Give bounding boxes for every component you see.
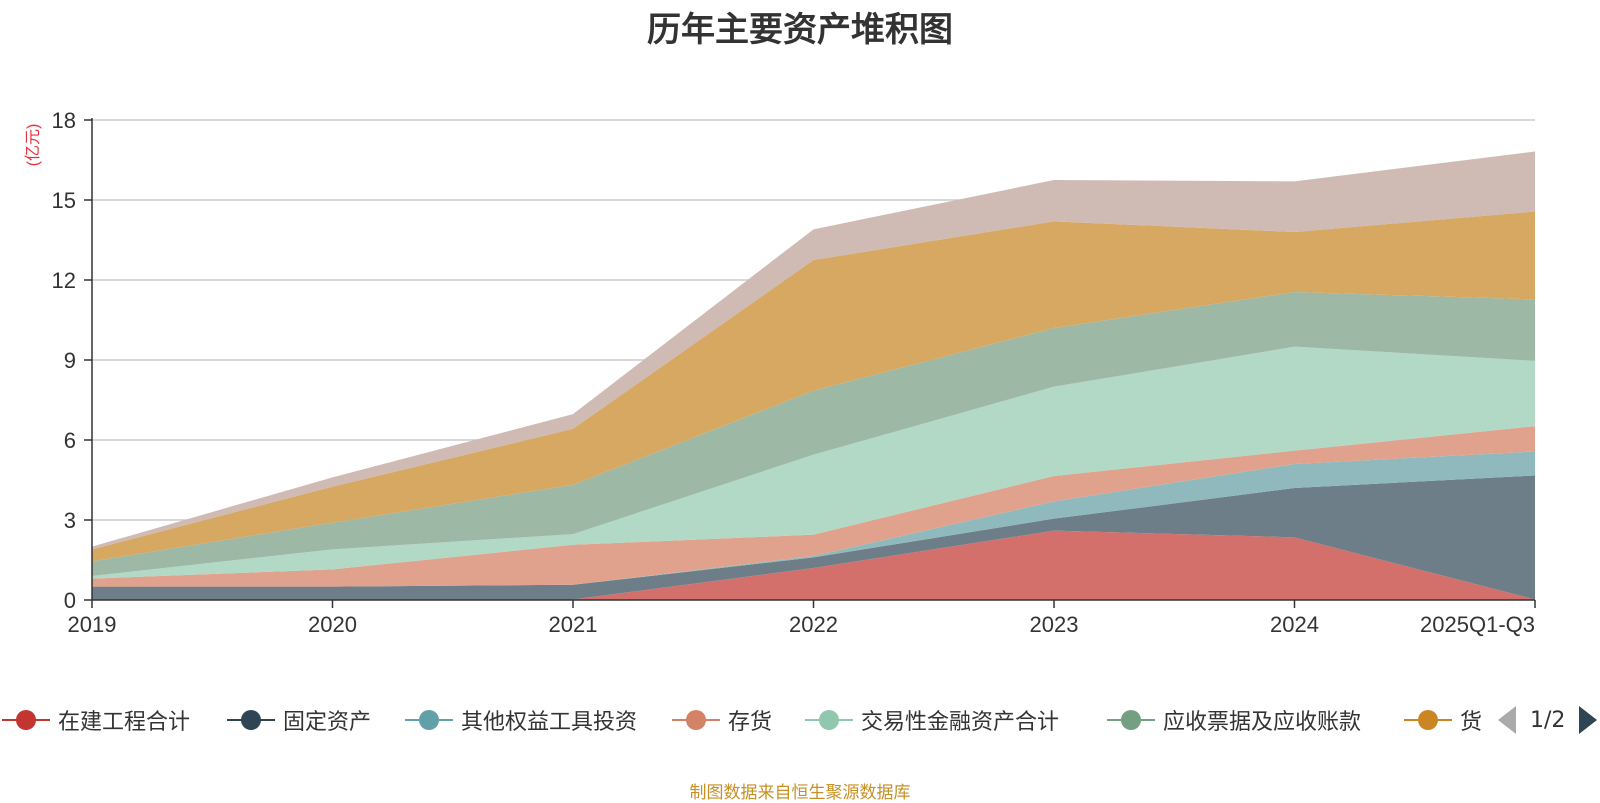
legend-item-4[interactable]: 交易性金融资产合计 xyxy=(805,700,1059,740)
legend-label: 应收票据及应收账款 xyxy=(1163,710,1362,735)
y-tick-label: 9 xyxy=(64,348,76,373)
y-axis-unit-label: (亿元) xyxy=(24,124,42,167)
legend-label: 交易性金融资产合计 xyxy=(861,710,1060,735)
legend-marker-icon xyxy=(227,700,275,740)
area-series xyxy=(92,151,1535,600)
source-note: 制图数据来自恒生聚源数据库 xyxy=(689,783,911,803)
legend-marker-icon xyxy=(2,700,50,740)
legend-marker-icon xyxy=(1107,700,1155,740)
legend-label: 固定资产 xyxy=(283,710,372,735)
legend-marker-icon xyxy=(1404,700,1452,740)
legend-marker-icon xyxy=(405,700,453,740)
x-tick-label: 2024 xyxy=(1270,612,1319,637)
y-tick-label: 0 xyxy=(64,588,76,613)
legend-prev-page-icon[interactable] xyxy=(1498,706,1516,734)
legend-pager: 1/2 xyxy=(1498,700,1598,740)
y-tick-label: 18 xyxy=(52,108,76,133)
y-tick-label: 12 xyxy=(52,268,76,293)
legend-next-page-icon[interactable] xyxy=(1579,706,1598,734)
area-series-other[interactable] xyxy=(92,151,1535,550)
legend-item-0[interactable]: 在建工程合计 xyxy=(2,700,190,740)
legend-label: 货 xyxy=(1460,710,1483,735)
area-series-1[interactable] xyxy=(92,475,1535,600)
area-series-3[interactable] xyxy=(92,426,1535,587)
chart-title: 历年主要资产堆积图 xyxy=(647,10,953,50)
legend-item-1[interactable]: 固定资产 xyxy=(227,700,371,740)
area-series-5[interactable] xyxy=(92,292,1535,576)
axes: 0 3 6 9 12 15 18 2019 2020 2021 2022 2023 2024 2025Q1… xyxy=(52,108,1536,637)
y-tick-label: 3 xyxy=(64,508,76,533)
legend-label: 在建工程合计 xyxy=(58,710,191,735)
x-tick-label: 2019 xyxy=(68,612,117,637)
legend-item-3[interactable]: 存货 xyxy=(672,700,772,740)
legend-label: 其他权益工具投资 xyxy=(461,710,638,735)
x-tick-label: 2021 xyxy=(549,612,598,637)
x-tick-label: 2020 xyxy=(308,612,357,637)
area-series-4[interactable] xyxy=(92,346,1535,579)
legend: 在建工程合计 固定资产 其他权益工具投资 存货 交易性金融资产合计 应收票据及应收账款 货 xyxy=(0,700,1600,740)
area-series-6[interactable] xyxy=(92,211,1535,562)
legend-marker-icon xyxy=(805,700,853,740)
x-tick-label: 2022 xyxy=(789,612,838,637)
legend-item-5[interactable]: 应收票据及应收账款 xyxy=(1107,700,1361,740)
y-tick-label: 6 xyxy=(64,428,76,453)
legend-item-2[interactable]: 其他权益工具投资 xyxy=(405,700,637,740)
area-series-0[interactable] xyxy=(92,530,1535,600)
x-tick-label: 2025Q1-Q3 xyxy=(1420,612,1535,637)
area-series-2[interactable] xyxy=(92,451,1535,587)
legend-marker-icon xyxy=(672,700,720,740)
legend-page-indicator: 1/2 xyxy=(1530,707,1566,733)
legend-label: 存货 xyxy=(728,710,773,735)
x-tick-label: 2023 xyxy=(1030,612,1079,637)
y-tick-label: 15 xyxy=(52,188,76,213)
legend-item-6[interactable]: 货 xyxy=(1404,700,1482,740)
